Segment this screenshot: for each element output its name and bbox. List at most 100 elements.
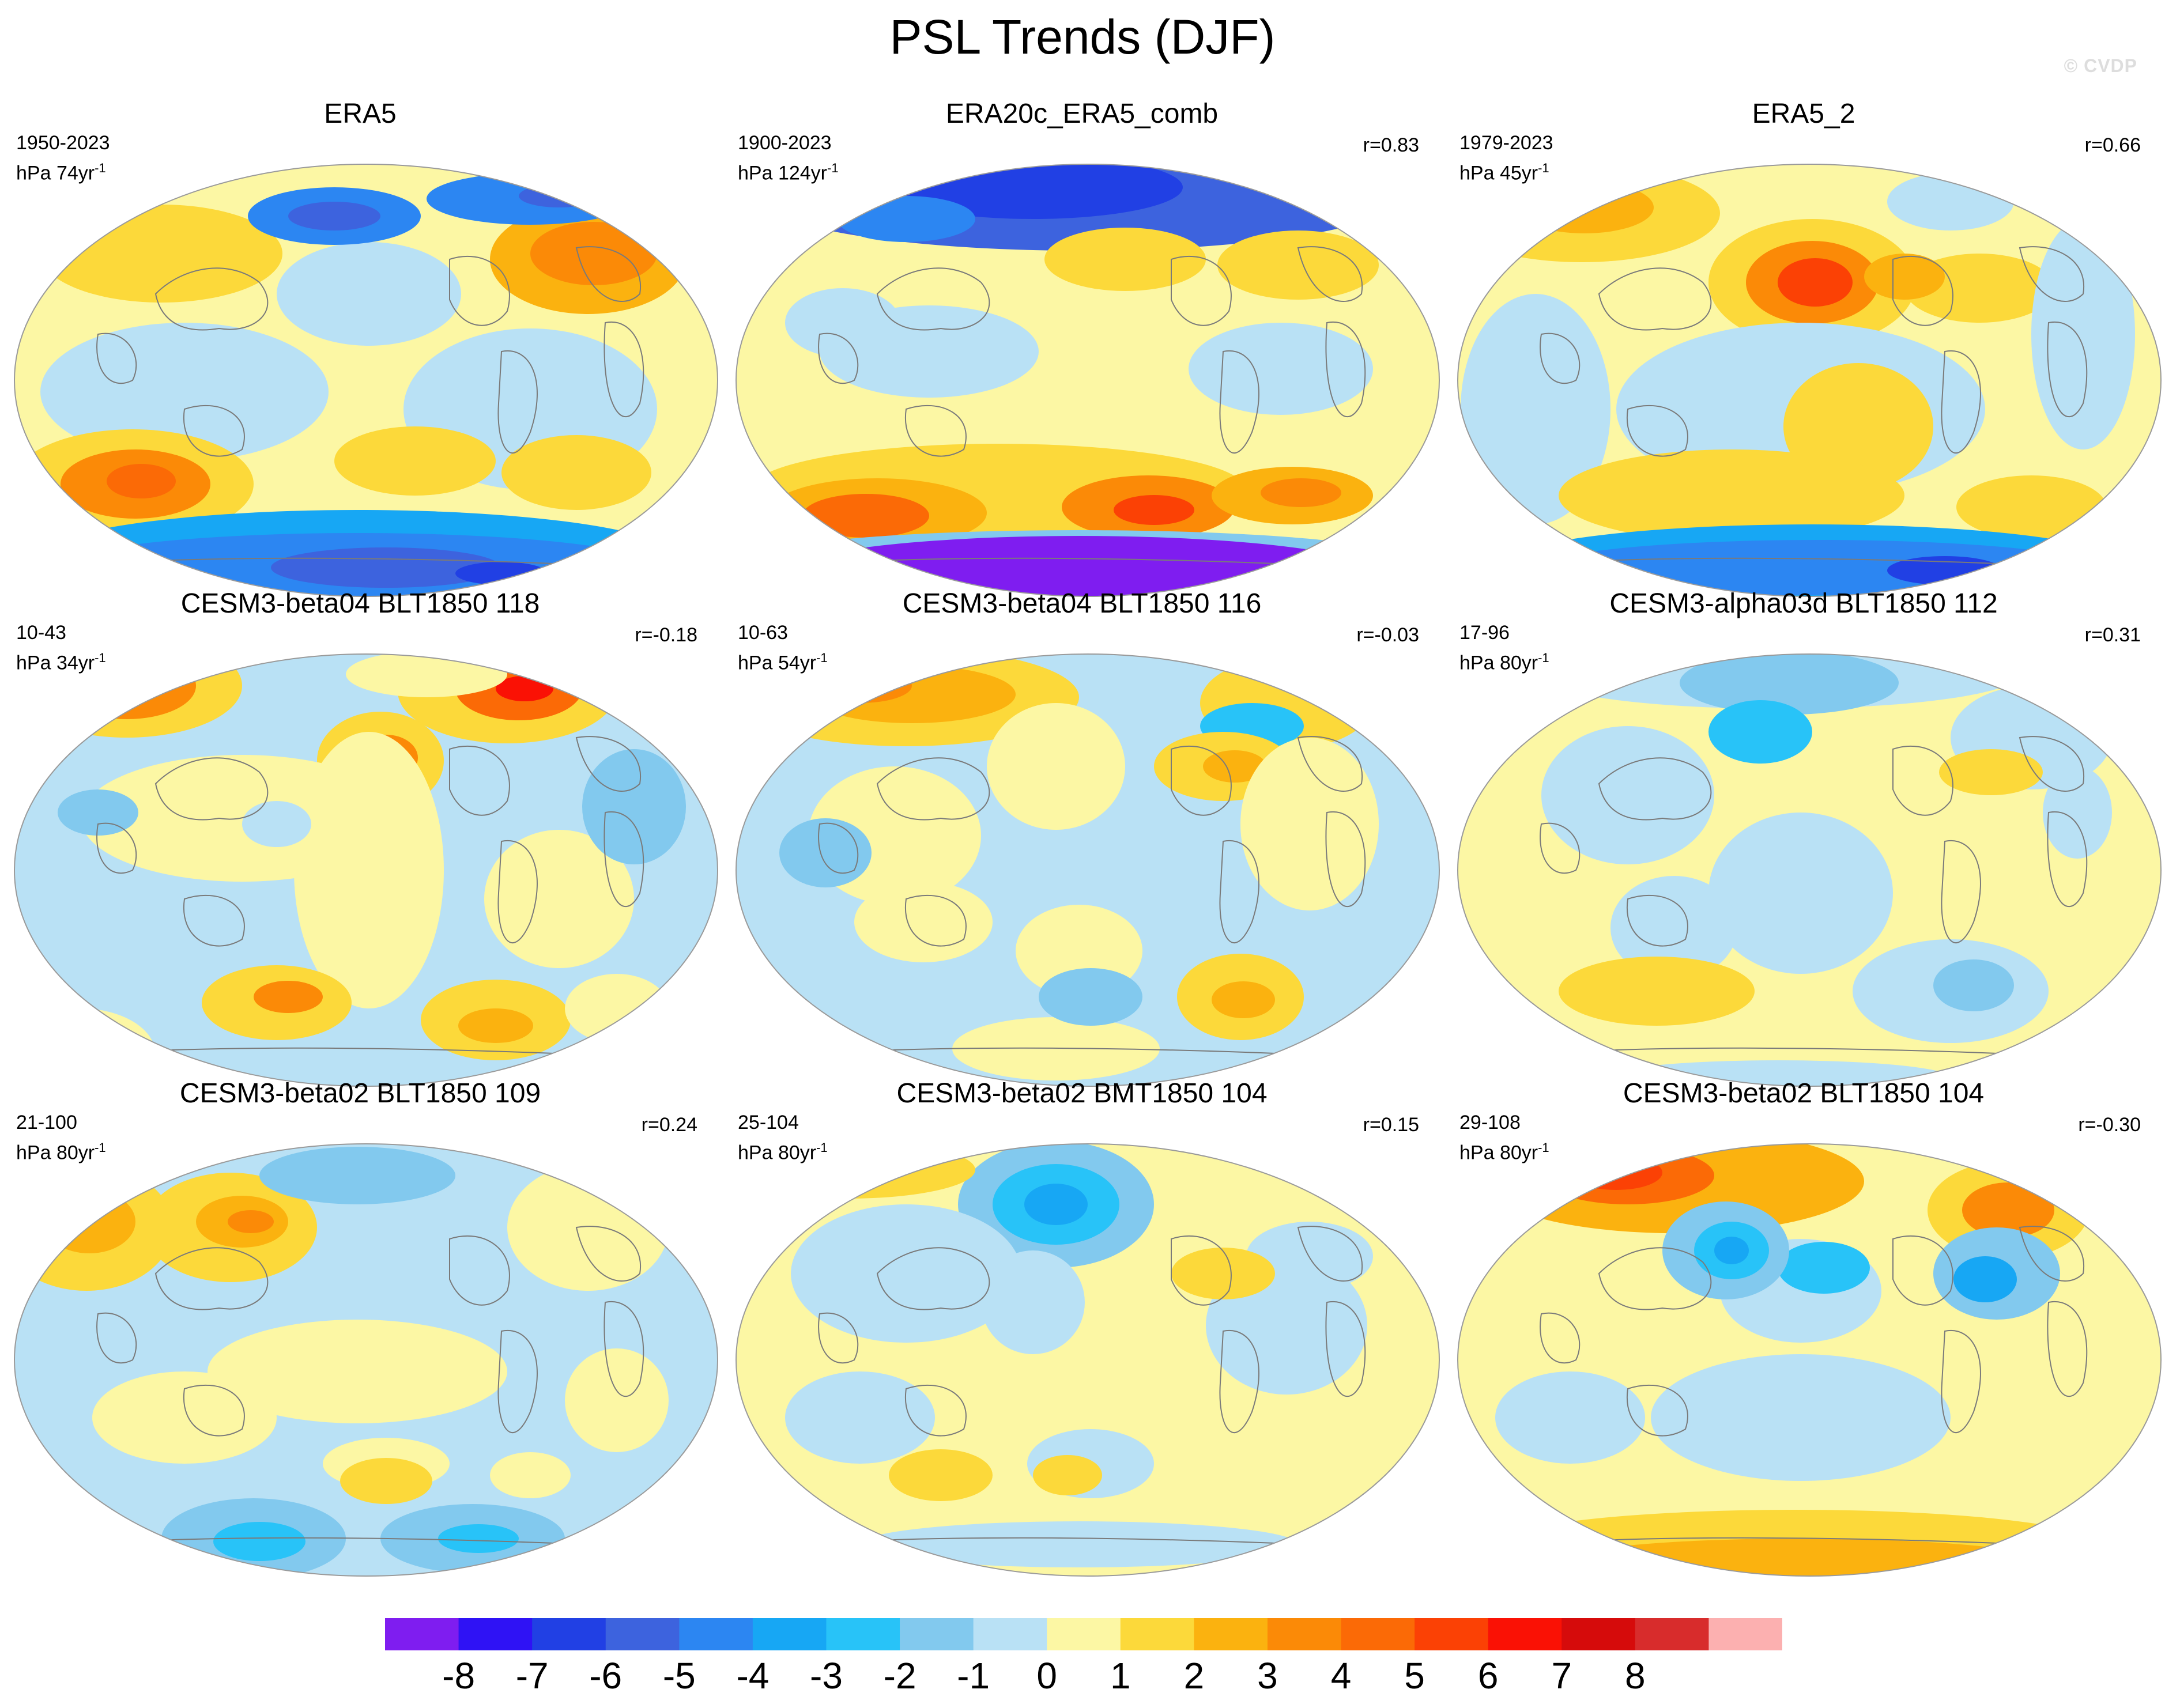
trend-map: [1457, 164, 2162, 597]
coastline: [876, 1247, 990, 1310]
panel-years: 1950-2023: [16, 132, 110, 154]
trend-length: 74yr: [56, 162, 95, 184]
trend-contour: [1495, 1371, 1645, 1464]
trend-contour: [1461, 294, 1610, 524]
coastline: [1171, 255, 1232, 326]
coastline: [1540, 1312, 1581, 1364]
coastline: [1171, 745, 1232, 816]
trend-contour: [1559, 957, 1755, 1026]
coastline: [1626, 1384, 1688, 1437]
trend-contour: [1240, 738, 1379, 910]
globe-outline: [14, 1143, 718, 1577]
trend-contour: [271, 547, 501, 588]
trend-contour: [213, 1522, 305, 1561]
trend-contour: [2043, 766, 2112, 859]
colorbar-swatch: [1267, 1618, 1342, 1650]
colorbar-swatch: [385, 1618, 459, 1650]
panel-units: hPa 124yr-1: [738, 156, 839, 186]
coastline: [96, 1312, 137, 1364]
panel-years: 1900-2023: [738, 132, 832, 154]
panel-years: 17-96: [1459, 622, 1510, 644]
coastline: [1892, 745, 1953, 816]
trend-contour: [1203, 750, 1266, 783]
trend-contour: [455, 562, 548, 585]
coastline: [604, 321, 644, 417]
coastline: [1540, 822, 1581, 874]
panel-period: 1979-2023 hPa 45yr-1: [1459, 130, 1553, 186]
map-panel: CESM3-alpha03d BLT1850 112 17-96 hPa 80yr-…: [1449, 588, 2162, 1087]
coastline: [1892, 1235, 1953, 1306]
coastline: [904, 405, 967, 457]
trend-contour: [981, 1250, 1085, 1354]
map-panel: ERA20c_ERA5_comb 1900-2023 hPa 124yr-1 r=0.…: [727, 98, 1440, 597]
map-panel: CESM3-beta02 BLT1850 104 29-108 hPa 80yr-1…: [1449, 1078, 2162, 1577]
trend-map: [14, 164, 718, 597]
units-prefix: hPa: [1459, 1142, 1495, 1164]
trend-length: 80yr: [1499, 1142, 1538, 1164]
panel-years: 29-108: [1459, 1112, 1521, 1133]
panel-units: hPa 80yr-1: [1459, 645, 1549, 675]
map-panel: CESM3-beta02 BLT1850 109 21-100 hPa 80yr-1…: [6, 1078, 718, 1577]
panel-units: hPa 34yr-1: [16, 645, 106, 675]
coastline: [575, 246, 642, 302]
globe-outline: [1457, 653, 2162, 1087]
trend-length: 80yr: [56, 1142, 95, 1164]
colorbar-tick-label: 2: [1183, 1655, 1205, 1696]
watermark: © CVDP: [2064, 55, 2137, 76]
trend-contour: [785, 1371, 935, 1464]
trend-contour: [101, 669, 159, 697]
colorbar-swatch: [826, 1618, 900, 1650]
colorbar-tick-label: -2: [883, 1655, 916, 1696]
trend-length: 34yr: [56, 652, 95, 674]
colorbar-tick-label: 0: [1036, 1655, 1057, 1696]
trend-map: [14, 1143, 718, 1577]
trend-contour: [92, 1371, 277, 1464]
coastline: [818, 822, 859, 874]
coastline: [604, 1301, 644, 1397]
trend-contour: [1212, 981, 1275, 1018]
coastline: [1297, 246, 1363, 302]
trend-map: [14, 653, 718, 1087]
coastline: [818, 332, 859, 384]
coastline: [1325, 321, 1366, 417]
coastline: [1219, 1329, 1259, 1433]
panel-period: 17-96 hPa 80yr-1: [1459, 620, 1549, 675]
panel-period: 29-108 hPa 80yr-1: [1459, 1110, 1549, 1165]
coastline: [1297, 1226, 1363, 1282]
colorbar-swatch: [1341, 1618, 1415, 1650]
trend-contour: [254, 981, 323, 1013]
trend-map: [736, 164, 1440, 597]
trend-contour: [530, 222, 657, 285]
trend-contour: [484, 830, 634, 968]
coastline: [876, 757, 990, 821]
pattern-correlation: r=-0.30: [2078, 1114, 2141, 1136]
trend-contour: [802, 494, 929, 538]
panel-period: 10-43 hPa 34yr-1: [16, 620, 106, 675]
trend-contour: [987, 703, 1125, 830]
map-panel: ERA5 1950-2023 hPa 74yr-1: [6, 98, 718, 597]
trend-contour: [1217, 230, 1379, 300]
trend-length: 80yr: [778, 1142, 817, 1164]
trend-contour: [1714, 1237, 1749, 1264]
coastline: [183, 405, 245, 457]
trend-contour: [1605, 1060, 1951, 1086]
coastline: [818, 1312, 859, 1364]
panel-years: 1979-2023: [1459, 132, 1553, 154]
coastline: [904, 1384, 967, 1437]
trend-contour: [43, 1190, 135, 1253]
colorbar-swatch: [605, 1618, 680, 1650]
trend-contour: [808, 666, 1016, 723]
trend-contour: [1778, 258, 1853, 307]
colorbar-tick-label: -6: [589, 1655, 623, 1696]
trend-contour: [1039, 968, 1142, 1026]
trend-exponent: -1: [95, 1140, 106, 1155]
trend-contour: [228, 1210, 274, 1233]
trend-contour: [1189, 323, 1373, 415]
trend-contour: [1515, 182, 1654, 233]
pattern-correlation: r=0.15: [1363, 1114, 1419, 1136]
colorbar-swatch: [1047, 1618, 1121, 1650]
colorbar-tick-label: 6: [1477, 1655, 1499, 1696]
trend-contour: [1933, 959, 2014, 1011]
pattern-correlation: r=0.31: [2084, 624, 2141, 646]
coastline: [1941, 1329, 1981, 1433]
